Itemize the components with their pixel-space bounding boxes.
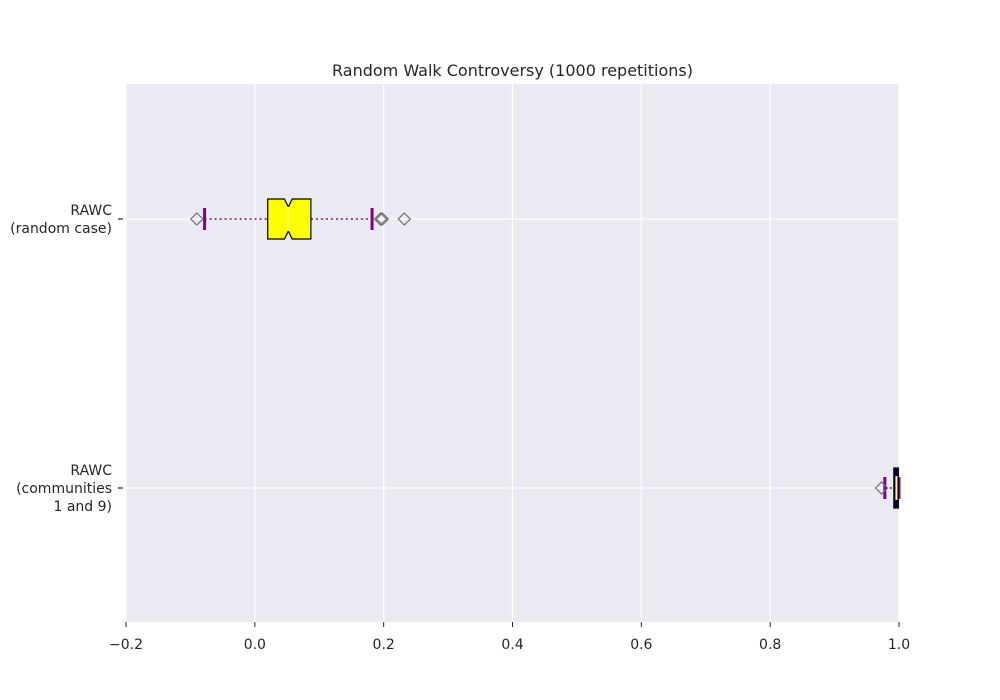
outlier-point	[874, 481, 889, 495]
chart-title: Random Walk Controversy (1000 repetition…	[332, 61, 693, 80]
box-group	[190, 198, 412, 240]
box-group	[874, 467, 901, 509]
y-tick-label-line: RAWC	[70, 203, 112, 219]
outlier-point	[373, 212, 388, 226]
y-tick-label-line: 1 and 9)	[53, 499, 112, 515]
y-tick-label-line: (random case)	[10, 221, 112, 237]
x-tick-label: 0.6	[630, 637, 652, 653]
boxes	[190, 198, 901, 509]
y-tick-label-line: RAWC	[70, 463, 112, 479]
x-tick-label: 0.0	[244, 637, 266, 653]
outlier-point	[375, 212, 390, 226]
x-tick-label: 1.0	[888, 637, 910, 653]
x-tick-label: −0.2	[109, 637, 143, 653]
outlier-point	[397, 212, 412, 226]
x-tick-label: 0.8	[759, 637, 781, 653]
outlier-point	[190, 212, 204, 226]
x-tick-label: 0.2	[373, 637, 395, 653]
y-tick-label: RAWC (random case)	[10, 203, 112, 237]
y-tick-label: RAWC (communities 1 and 9)	[16, 463, 112, 515]
x-tick-label: 0.4	[501, 637, 523, 653]
y-tick-label-line: (communities	[16, 481, 112, 497]
